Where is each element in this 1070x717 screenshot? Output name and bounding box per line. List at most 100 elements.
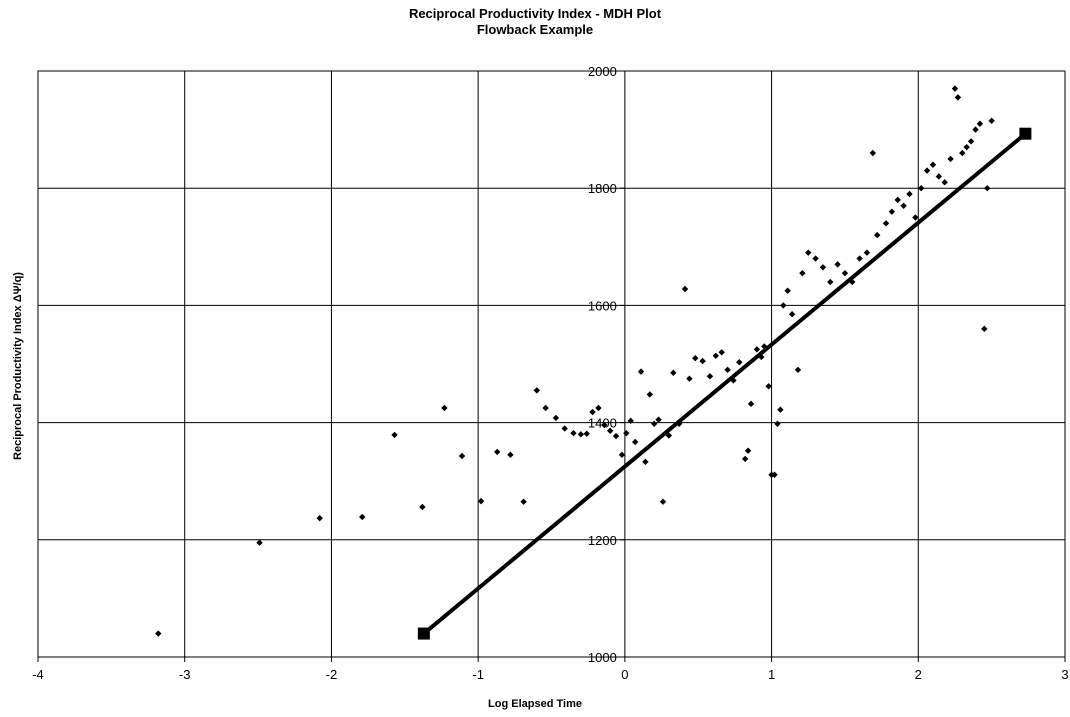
- x-axis-label: Log Elapsed Time: [488, 698, 582, 710]
- data-point-76: [894, 196, 901, 204]
- data-point-72: [869, 149, 877, 157]
- data-point-93: [981, 325, 988, 333]
- data-point-21: [601, 421, 608, 429]
- data-point-16: [570, 429, 577, 437]
- data-point-37: [681, 285, 689, 293]
- data-point-61: [794, 366, 802, 374]
- data-point-58: [780, 302, 787, 309]
- data-point-14: [552, 414, 560, 422]
- x-tick-label: -1: [472, 667, 484, 682]
- data-point-24: [618, 451, 626, 459]
- data-point-55: [771, 471, 778, 478]
- data-point-74: [882, 220, 890, 227]
- data-point-35: [670, 369, 677, 376]
- data-point-85: [947, 155, 954, 163]
- data-point-40: [699, 357, 706, 365]
- data-point-87: [954, 94, 962, 101]
- data-point-33: [659, 498, 667, 505]
- data-point-20: [595, 404, 602, 412]
- x-tick-label: 0: [621, 667, 628, 682]
- data-point-45: [730, 377, 737, 384]
- data-point-78: [906, 190, 913, 198]
- data-point-47: [741, 455, 749, 463]
- data-point-4: [391, 431, 398, 439]
- data-point-5: [419, 503, 426, 511]
- data-point-67: [834, 261, 841, 268]
- data-point-66: [827, 278, 834, 286]
- data-point-6: [441, 404, 448, 412]
- data-point-51: [758, 353, 765, 361]
- data-point-65: [819, 264, 827, 271]
- x-tick-label: 2: [915, 667, 922, 682]
- data-point-13: [542, 404, 549, 412]
- data-point-29: [642, 458, 649, 466]
- data-point-53: [765, 383, 772, 390]
- data-point-27: [631, 438, 639, 446]
- x-axis-tick-labels: -4 -3 -2 -1 0 1 2 3: [32, 657, 1069, 682]
- y-tick-label: 1000: [588, 650, 617, 665]
- chart-subtitle: Flowback Example: [476, 22, 594, 37]
- data-point-3: [359, 513, 366, 521]
- y-axis-tick-labels: 1000 1200 1400 1600 1800 2000: [588, 64, 625, 665]
- data-point-1: [256, 539, 263, 546]
- data-point-18: [583, 430, 590, 437]
- y-tick-label: 1200: [588, 533, 617, 548]
- y-tick-label: 1800: [588, 181, 617, 196]
- data-point-68: [841, 269, 849, 277]
- data-point-60: [788, 310, 796, 318]
- trend-endpoint-0: [417, 627, 430, 640]
- data-point-90: [967, 138, 975, 145]
- x-tick-label: 1: [768, 667, 775, 682]
- data-point-91: [972, 126, 979, 133]
- data-point-57: [777, 406, 784, 413]
- data-point-42: [712, 352, 720, 359]
- y-tick-label: 1600: [588, 298, 617, 313]
- data-point-17: [577, 431, 585, 438]
- data-point-31: [651, 420, 658, 427]
- data-point-64: [812, 255, 819, 262]
- data-point-77: [900, 202, 907, 209]
- data-point-2: [316, 514, 323, 522]
- data-point-70: [856, 255, 863, 262]
- x-tick-label: 3: [1061, 667, 1068, 682]
- data-point-82: [929, 161, 937, 168]
- data-point-75: [888, 208, 896, 215]
- data-point-8: [477, 497, 485, 505]
- data-point-84: [941, 179, 948, 186]
- data-point-63: [805, 249, 812, 256]
- data-point-19: [589, 408, 596, 416]
- data-point-12: [533, 387, 541, 394]
- data-point-7: [458, 452, 466, 460]
- trend-line-group: [417, 127, 1032, 640]
- data-point-30: [646, 391, 653, 398]
- x-tick-label: -4: [32, 667, 44, 682]
- data-points: [155, 85, 995, 637]
- y-tick-label: 1400: [588, 416, 617, 431]
- data-point-59: [784, 287, 791, 294]
- data-point-86: [951, 85, 959, 92]
- data-point-15: [561, 425, 568, 432]
- data-point-71: [863, 249, 871, 256]
- data-point-73: [874, 231, 881, 239]
- data-point-0: [155, 630, 162, 637]
- data-point-38: [686, 375, 693, 382]
- data-point-34: [665, 432, 673, 439]
- data-point-44: [724, 366, 731, 374]
- y-tick-label: 2000: [588, 64, 617, 79]
- y-axis-label: Reciprocal Productivity Index ΔΨ/q): [12, 272, 24, 460]
- data-point-83: [935, 173, 943, 180]
- x-tick-label: -2: [326, 667, 338, 682]
- data-point-88: [959, 149, 966, 157]
- data-point-48: [744, 447, 752, 454]
- chart-title-block: Reciprocal Productivity Index - MDH Plot…: [0, 6, 1070, 38]
- data-point-25: [623, 429, 630, 437]
- data-point-39: [692, 354, 699, 362]
- data-point-23: [612, 432, 620, 440]
- trend-line: [422, 132, 1027, 636]
- data-point-22: [606, 427, 614, 435]
- data-point-94: [984, 185, 991, 192]
- data-point-28: [637, 368, 645, 375]
- data-point-81: [923, 167, 931, 174]
- plot-area: [37, 70, 1066, 658]
